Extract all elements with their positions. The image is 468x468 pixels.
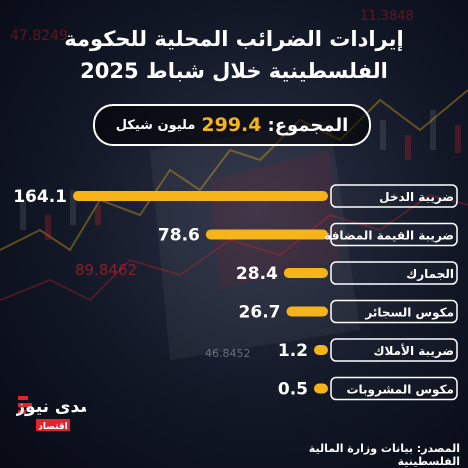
category-label-box bbox=[330, 222, 458, 247]
background-flag-red bbox=[210, 150, 340, 290]
logo-sub-text: اقتصاد bbox=[38, 422, 68, 432]
logo-stripe bbox=[18, 403, 32, 407]
logo-stripe bbox=[18, 410, 26, 414]
chart-title-line-2: الفلسطينية خلال شباط 2025 bbox=[80, 59, 388, 83]
background-candle bbox=[70, 190, 76, 225]
total-value: 299.4 bbox=[201, 114, 262, 136]
background-number: 46.8452 bbox=[205, 347, 251, 360]
bar-value-label: 0.5 bbox=[278, 380, 308, 400]
bar bbox=[283, 268, 328, 278]
category-label: مكوس السجائر bbox=[364, 306, 454, 321]
background-candle bbox=[455, 125, 461, 153]
bar bbox=[286, 306, 328, 317]
category-label-box bbox=[330, 338, 458, 362]
background-flag-shape bbox=[150, 120, 360, 360]
category-label: الجمارك bbox=[406, 267, 454, 281]
bar bbox=[205, 229, 328, 240]
logo-sub-bg bbox=[36, 419, 70, 431]
bar-value-label: 164.1 bbox=[13, 187, 67, 207]
logo: صدى نيوز اقتصاد bbox=[16, 396, 86, 432]
background-number: 47.8249 bbox=[10, 28, 68, 44]
logo-stripe bbox=[18, 396, 28, 400]
background-candle bbox=[95, 205, 101, 225]
category-label: ضريبة الأملاك bbox=[373, 343, 454, 358]
total-unit: مليون شيكل bbox=[115, 117, 196, 133]
bar bbox=[314, 345, 328, 355]
category-label: مكوس المشروبات bbox=[346, 383, 454, 398]
total-label: المجموع: bbox=[267, 114, 349, 136]
category-label-box bbox=[330, 299, 458, 324]
bar bbox=[314, 383, 328, 394]
bar-value-label: 26.7 bbox=[239, 303, 281, 323]
bar-value-label: 28.4 bbox=[236, 264, 278, 284]
bar-value-label: 1.2 bbox=[278, 341, 308, 361]
logo-text: صدى نيوز bbox=[16, 397, 86, 417]
background-stock-line bbox=[0, 89, 468, 252]
category-label: ضريبة القيمة المضافة bbox=[324, 229, 454, 243]
category-label: ضريبة الدخل bbox=[379, 190, 454, 204]
background-number: 89.8462 bbox=[75, 261, 137, 279]
background-candle bbox=[45, 215, 51, 240]
category-label-box bbox=[330, 376, 458, 401]
background-number: 11.3848 bbox=[360, 9, 414, 24]
background-candles bbox=[20, 110, 461, 240]
category-label-box bbox=[330, 261, 458, 285]
category-label-box bbox=[330, 184, 458, 208]
source-note: المصدر: بيانات وزارة المالية الفلسطينية bbox=[308, 442, 460, 468]
bar bbox=[73, 191, 328, 201]
background-candle bbox=[430, 110, 436, 150]
bar-value-label: 78.6 bbox=[158, 226, 200, 246]
total-badge: المجموع: 299.4 مليون شيكل bbox=[93, 104, 371, 146]
background-candle bbox=[20, 200, 26, 230]
background-stock-line-red bbox=[0, 194, 468, 301]
background-candle bbox=[405, 135, 411, 160]
background-candle bbox=[380, 120, 386, 150]
chart-title-line-1: إيرادات الضرائب المحلية للحكومة bbox=[64, 27, 404, 51]
